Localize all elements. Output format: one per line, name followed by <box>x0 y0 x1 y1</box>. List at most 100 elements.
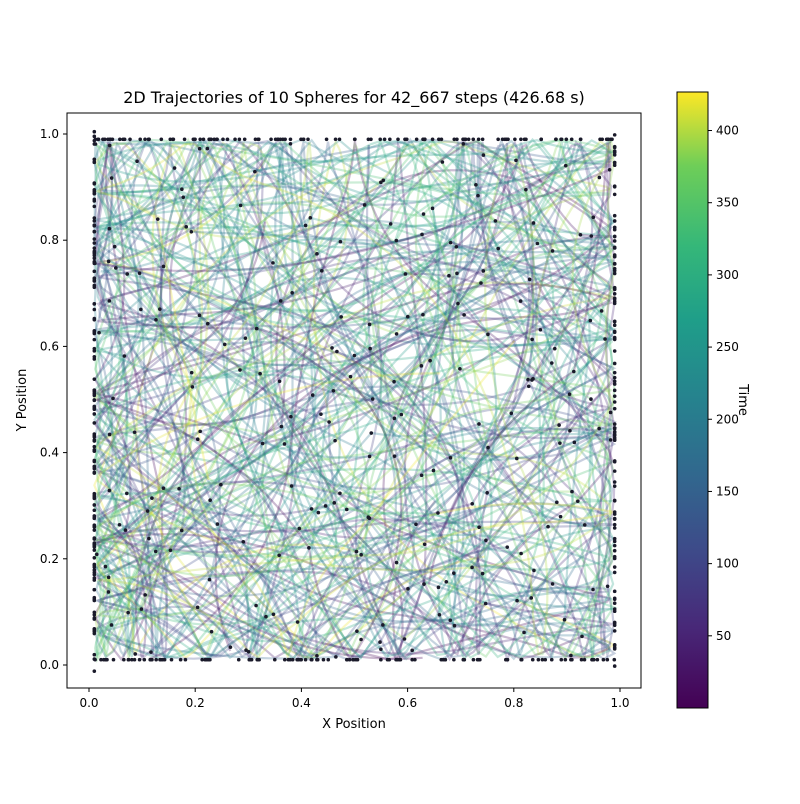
collision-point <box>333 137 338 142</box>
trajectory-segment-sphere-4 <box>93 356 131 610</box>
collision-point <box>92 377 97 381</box>
trajectory-segment-sphere-4 <box>100 509 318 657</box>
trajectory-segment-sphere-10 <box>98 300 186 531</box>
collision-point <box>111 657 116 662</box>
trajectory-segment-sphere-4 <box>429 142 481 362</box>
trajectory-segment-sphere-3 <box>452 523 600 661</box>
collision-point <box>455 137 459 142</box>
trajectory-segment-sphere-8 <box>93 336 218 526</box>
collision-point <box>126 657 131 662</box>
collision-point <box>92 447 97 452</box>
trajectory-segment-sphere-6 <box>240 547 505 572</box>
collision-point <box>258 371 262 376</box>
collision-point <box>531 221 536 225</box>
trajectory-segment-sphere-10 <box>94 251 358 273</box>
collision-point <box>428 358 432 363</box>
trajectory-segment-sphere-5 <box>399 199 486 453</box>
trajectory-segment-sphere-1 <box>343 242 538 424</box>
trajectory-segment-sphere-9 <box>447 156 591 356</box>
trajectory-segment-sphere-4 <box>365 144 374 400</box>
collision-point <box>92 537 97 541</box>
collision-point <box>477 422 481 426</box>
trajectory-segment-sphere-7 <box>98 170 257 284</box>
trajectory-segment-sphere-6 <box>94 453 326 517</box>
trajectory-segment-sphere-3 <box>306 143 501 230</box>
trajectory-segment-sphere-8 <box>126 272 355 405</box>
trajectory-segment-sphere-9 <box>94 508 296 591</box>
collision-point <box>612 664 617 668</box>
collision-point <box>595 657 600 662</box>
x-tick-label: 0.8 <box>504 696 523 710</box>
trajectory-segment-sphere-2 <box>332 386 437 630</box>
trajectory-segment-sphere-4 <box>403 424 561 640</box>
x-tick-label: 0.0 <box>79 696 98 710</box>
trajectory-segment-sphere-1 <box>115 181 381 195</box>
collision-point <box>612 219 617 223</box>
collision-point <box>612 589 617 594</box>
collision-point <box>486 445 490 450</box>
trajectory-segment-sphere-10 <box>474 492 489 656</box>
trajectory-segment-sphere-9 <box>94 142 263 221</box>
trajectory-segment-sphere-1 <box>117 442 250 651</box>
collision-point <box>612 601 617 606</box>
collision-point <box>471 657 476 662</box>
trajectory-segment-sphere-5 <box>395 555 615 598</box>
trajectory-segment-sphere-4 <box>121 363 351 462</box>
trajectory-segment-sphere-2 <box>430 220 613 279</box>
collision-point <box>612 394 617 398</box>
trajectory-segment-sphere-7 <box>305 203 478 385</box>
collision-point <box>379 180 383 185</box>
collision-point <box>540 657 545 662</box>
collision-point <box>567 392 572 397</box>
trajectory-segment-sphere-1 <box>371 317 604 418</box>
collision-point <box>605 137 610 142</box>
trajectory-segment-sphere-4 <box>429 360 465 621</box>
trajectory-segment-sphere-8 <box>140 372 265 610</box>
trajectory-segment-sphere-10 <box>301 539 487 659</box>
collision-point <box>233 137 237 142</box>
collision-point <box>347 657 352 662</box>
collision-point <box>331 388 336 393</box>
trajectory-segment-sphere-5 <box>395 436 611 564</box>
trajectory-segment-sphere-10 <box>296 256 548 315</box>
collision-point <box>518 299 523 303</box>
collision-point <box>107 226 112 231</box>
trajectory-segment-sphere-5 <box>96 538 362 559</box>
trajectory-segment-sphere-8 <box>259 373 397 603</box>
collision-point <box>282 657 287 662</box>
trajectory-segment-sphere-7 <box>393 417 542 639</box>
trajectory-segment-sphere-9 <box>458 328 613 464</box>
colorbar-tick-label: 400 <box>716 124 739 138</box>
collision-point <box>92 464 97 469</box>
trajectory-segment-sphere-7 <box>458 265 617 382</box>
trajectory-segment-sphere-5 <box>112 397 254 620</box>
trajectory-segment-sphere-5 <box>256 141 368 330</box>
trajectory-segment-sphere-9 <box>286 310 462 495</box>
trajectory-segment-sphere-10 <box>93 140 248 288</box>
trajectory-segment-sphere-7 <box>289 315 533 410</box>
collision-point <box>555 500 559 505</box>
trajectory-segment-sphere-9 <box>371 175 610 198</box>
collision-point <box>118 137 122 142</box>
trajectory-segment-sphere-5 <box>299 141 380 369</box>
trajectory-segment-sphere-4 <box>462 140 596 369</box>
trajectory-segment-sphere-5 <box>327 487 426 662</box>
collision-point <box>92 256 97 261</box>
trajectory-segment-sphere-5 <box>114 162 272 369</box>
trajectory-segment-sphere-10 <box>157 148 202 410</box>
collision-point <box>612 522 617 527</box>
trajectory-segment-sphere-10 <box>117 553 382 581</box>
collision-point <box>225 137 230 142</box>
trajectory-segment-sphere-10 <box>477 319 591 541</box>
collision-point <box>368 346 372 351</box>
collision-point <box>354 549 359 554</box>
collision-point <box>353 137 357 142</box>
trajectory-segment-sphere-10 <box>227 286 267 545</box>
collision-point <box>612 329 617 334</box>
collision-point <box>125 272 130 276</box>
trajectory-segment-sphere-9 <box>431 139 616 237</box>
collision-point <box>452 571 456 575</box>
trajectory-segment-sphere-6 <box>421 233 604 423</box>
collision-point <box>612 163 617 168</box>
trajectory-segment-sphere-8 <box>182 153 447 187</box>
